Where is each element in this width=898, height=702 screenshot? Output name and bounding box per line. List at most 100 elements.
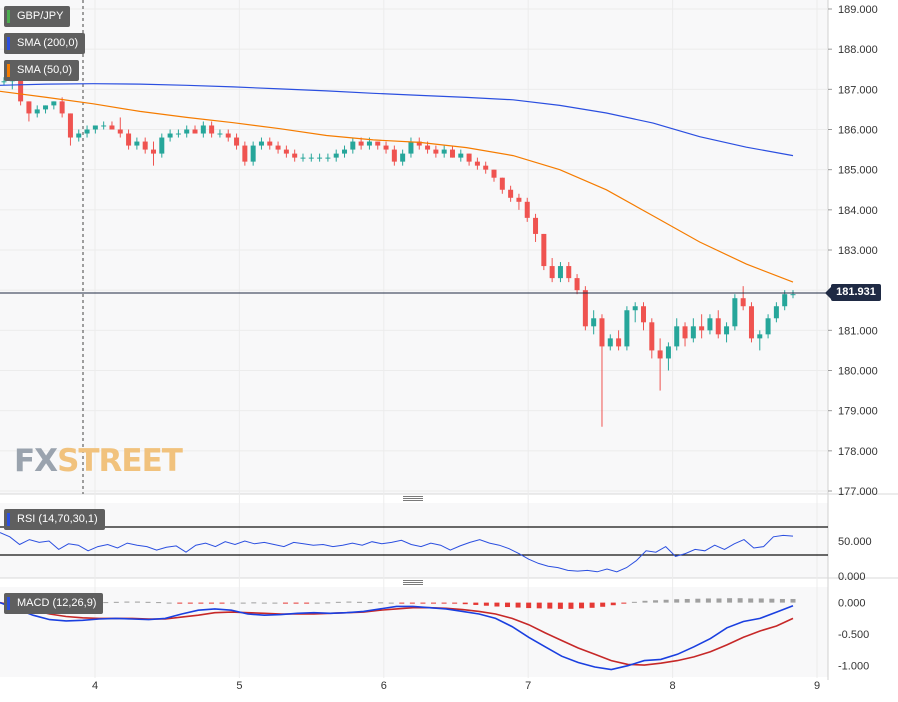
macd-histogram-bar bbox=[388, 602, 394, 604]
macd-histogram-bar bbox=[695, 598, 701, 603]
macd-histogram-bar bbox=[727, 598, 733, 603]
price-tick-label: 178.000 bbox=[838, 446, 878, 458]
candle-body bbox=[665, 346, 671, 359]
candle-body bbox=[441, 149, 447, 154]
candle-body bbox=[499, 177, 505, 190]
legend-sma200-label: SMA (200,0) bbox=[17, 37, 79, 49]
macd-histogram-bar bbox=[758, 598, 764, 603]
candle-body bbox=[458, 153, 464, 158]
candle-body bbox=[641, 306, 647, 323]
candle-body bbox=[126, 133, 132, 146]
candle-body bbox=[101, 125, 107, 127]
candle-body bbox=[175, 133, 181, 135]
macd-histogram-bar bbox=[409, 602, 415, 604]
macd-histogram-bar bbox=[230, 602, 236, 604]
macd-histogram-bar bbox=[462, 602, 468, 605]
macd-panel-resize-handle[interactable] bbox=[403, 580, 423, 585]
macd-legend[interactable]: MACD (12,26,9) bbox=[4, 593, 104, 614]
candle-body bbox=[591, 318, 597, 327]
candle-body bbox=[740, 298, 746, 307]
macd-histogram-bar bbox=[621, 602, 627, 604]
candle-body bbox=[690, 326, 696, 339]
macd-histogram-bar bbox=[441, 602, 447, 604]
candle-body bbox=[26, 101, 32, 114]
candle-body bbox=[607, 338, 613, 347]
candle-body bbox=[483, 165, 489, 170]
macd-histogram-bar bbox=[134, 601, 140, 603]
candle-body bbox=[724, 326, 730, 335]
candle-body bbox=[516, 197, 522, 202]
candle-body bbox=[350, 141, 356, 150]
price-tick-label: 188.000 bbox=[838, 44, 878, 56]
candle-body bbox=[43, 105, 49, 110]
candle-body bbox=[283, 149, 289, 154]
macd-histogram-bar bbox=[452, 602, 458, 604]
macd-histogram-bar bbox=[610, 602, 616, 606]
rsi-panel-resize-handle[interactable] bbox=[403, 496, 423, 501]
macd-histogram-bar bbox=[177, 602, 183, 604]
candle-body bbox=[748, 306, 754, 339]
candle-body bbox=[682, 326, 688, 339]
candle-body bbox=[582, 290, 588, 327]
candle-body bbox=[109, 125, 115, 130]
candle-body bbox=[657, 350, 663, 359]
candle-body bbox=[466, 153, 472, 162]
legend-sma50[interactable]: SMA (50,0) bbox=[4, 60, 80, 81]
x-tick-label: 9 bbox=[814, 680, 820, 692]
macd-tick-label: -1.000 bbox=[838, 661, 869, 673]
rsi-legend-label: RSI (14,70,30,1) bbox=[17, 513, 98, 525]
candle-body bbox=[209, 125, 215, 134]
macd-histogram-bar bbox=[420, 602, 426, 604]
macd-histogram-bar bbox=[219, 602, 225, 604]
legend-symbol[interactable]: GBP/JPY bbox=[4, 6, 71, 27]
candle-body bbox=[333, 153, 339, 158]
macd-histogram-bar bbox=[494, 602, 500, 607]
macd-histogram-bar bbox=[325, 602, 331, 604]
candle-body bbox=[92, 125, 98, 130]
macd-histogram-bar bbox=[367, 602, 373, 604]
candle-body bbox=[574, 278, 580, 291]
candle-body bbox=[474, 161, 480, 166]
macd-histogram-bar bbox=[314, 602, 320, 604]
fxstreet-watermark: FXSTREET bbox=[14, 443, 183, 479]
macd-histogram-bar bbox=[293, 602, 299, 604]
candle-body bbox=[715, 318, 721, 335]
x-tick-label: 4 bbox=[92, 680, 98, 692]
candle-body bbox=[557, 266, 563, 279]
candle-body bbox=[599, 318, 605, 347]
price-tick-label: 186.000 bbox=[838, 125, 878, 137]
macd-histogram-bar bbox=[304, 602, 310, 604]
x-tick-label: 6 bbox=[381, 680, 387, 692]
macd-histogram-bar bbox=[737, 598, 743, 603]
macd-histogram-bar bbox=[642, 600, 648, 603]
macd-histogram-bar bbox=[124, 601, 130, 603]
candle-body bbox=[159, 137, 165, 154]
legend-sma200[interactable]: SMA (200,0) bbox=[4, 33, 86, 54]
macd-histogram-bar bbox=[282, 602, 288, 604]
macd-legend-swatch bbox=[7, 597, 10, 610]
macd-histogram-bar bbox=[769, 598, 775, 603]
candle-body bbox=[632, 306, 638, 311]
macd-histogram-bar bbox=[631, 601, 637, 603]
candle-body bbox=[674, 326, 680, 347]
candle-body bbox=[217, 133, 223, 135]
candle-body bbox=[416, 141, 422, 146]
macd-histogram-bar bbox=[536, 602, 542, 609]
macd-histogram-bar bbox=[674, 599, 680, 603]
candle-body bbox=[300, 157, 306, 159]
candle-body bbox=[267, 141, 273, 146]
candle-body bbox=[533, 217, 539, 234]
legend-sma50-swatch bbox=[7, 64, 10, 77]
candle-body bbox=[366, 141, 372, 146]
macd-histogram-bar bbox=[156, 602, 162, 604]
last-price-tag: 181.931 bbox=[825, 284, 881, 301]
macd-histogram-bar bbox=[483, 602, 489, 606]
macd-histogram-bar bbox=[526, 602, 532, 609]
candle-body bbox=[234, 137, 240, 146]
candle-body bbox=[59, 101, 65, 114]
macd-histogram-bar bbox=[579, 602, 585, 609]
macd-histogram-bar bbox=[547, 602, 553, 609]
macd-histogram-bar bbox=[251, 602, 257, 604]
rsi-tick-label: 0.000 bbox=[838, 571, 866, 583]
rsi-legend[interactable]: RSI (14,70,30,1) bbox=[4, 509, 105, 530]
